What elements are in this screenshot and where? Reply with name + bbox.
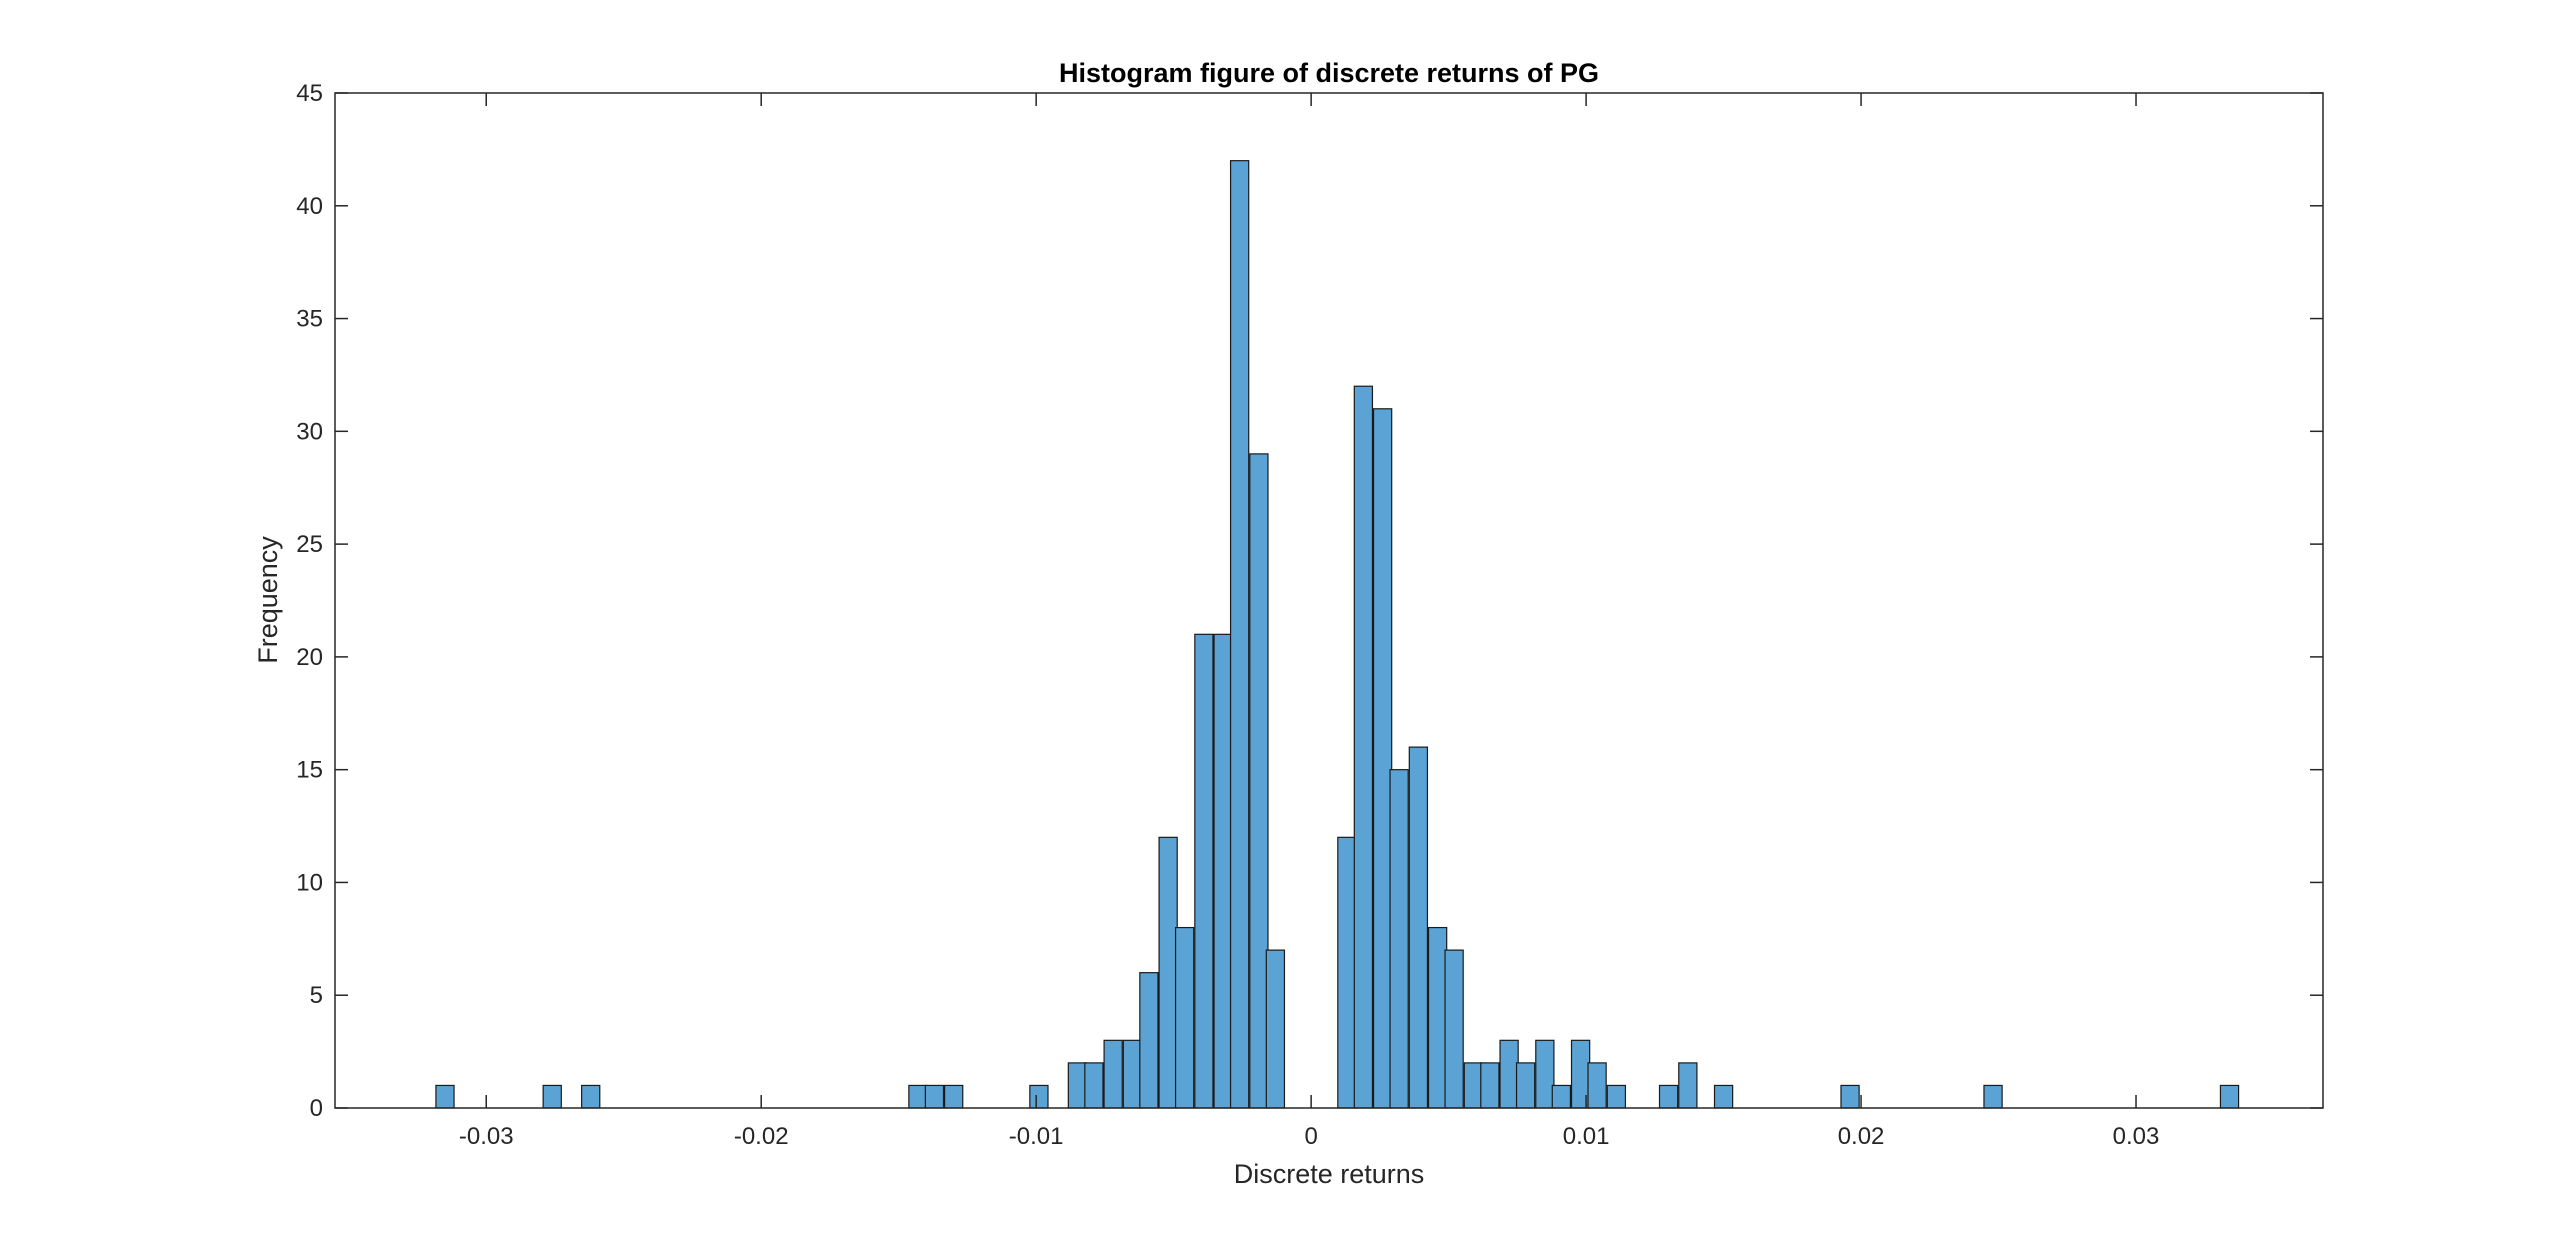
x-tick-label: -0.01 xyxy=(1009,1123,1064,1150)
bars-group xyxy=(435,160,2240,1109)
y-tick-label: 20 xyxy=(296,644,323,671)
histogram-bar xyxy=(581,1084,601,1109)
y-tick-label: 0 xyxy=(310,1095,323,1122)
axes-box xyxy=(334,92,2324,1109)
y-tick-label: 35 xyxy=(296,306,323,333)
histogram-bar xyxy=(1139,972,1159,1109)
histogram-bar xyxy=(435,1084,455,1109)
y-tick-label: 30 xyxy=(296,418,323,445)
histogram-bar xyxy=(1606,1084,1627,1109)
x-tick-label: -0.03 xyxy=(459,1123,514,1150)
histogram-bar xyxy=(1463,1062,1484,1109)
y-axis-label: Frequency xyxy=(253,536,283,664)
histogram-bar xyxy=(908,1084,928,1109)
histogram-bar xyxy=(1499,1039,1519,1109)
y-tick-label: 10 xyxy=(296,869,323,896)
histogram-bar xyxy=(1103,1039,1123,1109)
histogram-bar xyxy=(1713,1084,1734,1109)
histogram-bar xyxy=(1587,1062,1607,1109)
histogram-bar xyxy=(1983,1084,2003,1109)
histogram-bar xyxy=(943,1084,964,1109)
histogram-bar xyxy=(1029,1084,1049,1109)
histogram-bar xyxy=(1408,746,1429,1109)
x-axis-label: Discrete returns xyxy=(1234,1159,1425,1189)
histogram-bar xyxy=(1840,1084,1860,1109)
y-tick-label: 40 xyxy=(296,193,323,220)
x-tick-label: 0.01 xyxy=(1563,1123,1610,1150)
histogram-bar xyxy=(1249,453,1269,1109)
chart-title: Histogram figure of discrete returns of … xyxy=(1059,58,1599,88)
ticks-group xyxy=(335,92,2323,1109)
y-tick-label: 5 xyxy=(310,982,323,1009)
histogram-bar xyxy=(2219,1084,2240,1109)
histogram-bar xyxy=(1067,1062,1088,1109)
histogram-bar xyxy=(1194,633,1214,1109)
x-tick-label: 0.02 xyxy=(1838,1123,1885,1150)
x-tick-label: 0.03 xyxy=(2113,1123,2160,1150)
histogram-bar xyxy=(1570,1039,1591,1109)
x-tick-label: -0.02 xyxy=(734,1123,789,1150)
histogram-bar xyxy=(1389,769,1409,1109)
histogram-bar xyxy=(1122,1039,1143,1109)
histogram-bar xyxy=(1229,160,1250,1109)
histogram-bar xyxy=(1678,1062,1698,1109)
histogram-bar xyxy=(1480,1062,1500,1109)
tick-labels-group: -0.03 -0.02 -0.01 0 0.01 0.02 0.03 0 5 10 15 20 25 30… xyxy=(296,80,2159,1150)
histogram-bar xyxy=(542,1084,562,1109)
histogram-bar xyxy=(1084,1062,1104,1109)
histogram-bar xyxy=(1213,633,1233,1109)
histogram-bar xyxy=(924,1084,945,1109)
histogram-bar xyxy=(1372,408,1393,1109)
histogram-bar xyxy=(1158,836,1178,1109)
y-tick-label: 25 xyxy=(296,531,323,558)
histogram-bar xyxy=(1535,1039,1555,1109)
histogram-bar xyxy=(1444,949,1464,1109)
y-tick-label: 45 xyxy=(296,80,323,107)
histogram-bar xyxy=(1174,926,1195,1109)
histogram-bar xyxy=(1551,1084,1572,1109)
histogram-bar xyxy=(1353,385,1374,1109)
histogram-bar xyxy=(1515,1062,1536,1109)
x-tick-label: 0 xyxy=(1304,1123,1317,1150)
histogram-bar xyxy=(1265,949,1286,1109)
y-tick-label: 15 xyxy=(296,757,323,784)
histogram-bar xyxy=(1427,926,1448,1109)
histogram-bar xyxy=(1658,1084,1679,1109)
histogram-bar xyxy=(1337,836,1357,1109)
